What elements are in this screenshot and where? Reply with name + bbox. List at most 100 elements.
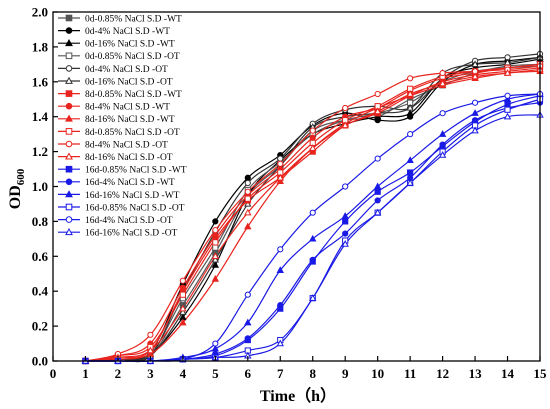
legend-marker [65,76,73,84]
x-tick-label: 3 [147,366,154,381]
data-point-series-8 [179,284,186,291]
data-point-series-13 [407,169,414,176]
x-tick-label: 11 [404,366,416,381]
legend-label: 16d-16% NaCl S.D -WT [85,191,180,201]
data-point-series-9 [211,274,220,282]
data-point-series-11 [277,160,284,167]
legend-label: 8d-0.85% NaCl S.D -WT [85,90,182,100]
x-tick-label: 13 [469,366,483,381]
legend-item: 0d-4% NaCl S.D -OT [58,65,168,75]
legend-label: 8d-16% NaCl S.D -OT [85,153,173,163]
x-tick-label: 7 [277,366,284,381]
y-axis-title-subscript: 600 [15,168,27,185]
legend-marker [65,14,73,22]
data-point-series-6 [406,103,414,111]
data-point-series-17 [504,92,511,99]
legend-item: 16d-0.85% NaCl S.D -OT [58,203,185,213]
legend-item: 0d-16% NaCl S.D -OT [58,76,173,87]
y-axis: 0.0 0.2 0.4 0.6 0.8 1.0 1.2 1.4 1.6 1.8 2.0 [32,5,58,369]
legend-item: 8d-16% NaCl S.D -OT [58,152,173,163]
legend-item: 16d-16% NaCl S.D -WT [58,190,180,201]
legend-item: 8d-16% NaCl S.D -WT [58,114,175,125]
legend-marker [65,216,73,223]
legend-label: 16d-0.85% NaCl S.D -WT [85,166,187,176]
data-point-series-15 [341,212,349,219]
data-point-series-9 [276,177,284,184]
data-point-series-14 [277,302,284,309]
data-point-series-15 [211,344,220,352]
data-point-series-18 [341,240,349,247]
data-point-series-12 [211,252,220,260]
data-point-series-12 [471,72,479,80]
data-point-series-17 [309,209,316,216]
data-point-series-17 [471,99,479,106]
legend-marker [65,203,73,211]
data-point-series-3 [211,260,220,268]
legend-label: 16d-16% NaCl S.D -OT [85,229,178,239]
legend-label: 8d-4% NaCl S.D -WT [85,103,170,113]
legend-label: 0d-0.85% NaCl S.D -WT [85,14,182,24]
y-tick-label: 2.0 [32,5,48,20]
legend-marker [65,190,73,198]
legend-item: 0d-0.85% NaCl S.D -WT [58,14,182,24]
x-tick-label: 15 [534,366,548,381]
data-point-series-12 [406,89,414,97]
legend-label: 0d-4% NaCl S.D -OT [85,65,168,75]
data-point-series-2 [212,218,219,225]
legend-item: 16d-4% NaCl S.D -WT [58,178,175,188]
legend-marker [65,152,73,160]
legend-label: 0d-0.85% NaCl S.D -OT [85,52,180,62]
data-point-series-17 [374,155,381,162]
legend-item: 8d-0.85% NaCl S.D -OT [58,128,180,138]
data-point-series-5 [244,179,251,187]
x-axis-title: Time（h） [260,387,336,405]
data-point-series-6 [211,255,220,263]
data-point-series-2 [244,174,251,181]
y-tick-label: 0.8 [32,214,49,229]
y-tick-label: 0.6 [32,249,49,264]
data-point-series-12 [373,107,382,115]
x-tick-label: 6 [245,366,252,381]
data-point-series-18 [309,294,317,301]
data-point-series-3 [406,109,414,116]
legend-marker [65,38,73,47]
data-point-series-18 [471,126,479,134]
data-point-series-15 [438,130,447,137]
legend-marker [65,65,73,72]
data-point-series-6 [179,308,187,315]
legend-label: 16d-0.85% NaCl S.D -OT [85,203,185,213]
data-point-series-12 [179,304,187,312]
data-point-series-4 [212,244,219,251]
y-tick-label: 1.2 [32,144,48,159]
data-point-series-9 [244,222,252,230]
legend-item: 8d-4% NaCl S.D -WT [58,103,170,113]
legend-marker [65,27,73,34]
data-point-series-11 [212,227,219,234]
legend-item: 8d-0.85% NaCl S.D -WT [58,90,182,100]
y-tick-label: 1.0 [32,179,48,194]
x-tick-label: 2 [115,366,122,381]
legend-label: 8d-4% NaCl S.D -OT [85,140,168,150]
data-point-series-14 [374,197,381,204]
x-tick-label: 4 [180,366,187,381]
legend-item: 0d-16% NaCl S.D -WT [58,38,175,50]
data-point-series-8 [212,232,219,239]
data-point-series-11 [374,90,381,98]
legend-label: 8d-0.85% NaCl S.D -OT [85,128,180,138]
data-point-series-15 [373,182,382,190]
legend-item: 16d-0.85% NaCl S.D -WT [58,166,187,176]
data-point-series-11 [407,75,414,82]
data-point-series-12 [309,144,317,151]
x-tick-label: 12 [436,366,449,381]
data-point-series-11 [179,277,186,284]
x-tick-label: 8 [309,366,316,381]
data-point-series-5 [277,155,284,162]
data-point-series-13 [374,188,381,195]
data-point-series-14 [342,230,349,237]
data-point-series-14 [439,141,446,148]
legend-marker [65,128,73,135]
legend-marker [65,140,73,148]
data-point-series-11 [439,69,446,77]
legend-marker [65,165,73,173]
data-point-series-14 [309,256,316,263]
